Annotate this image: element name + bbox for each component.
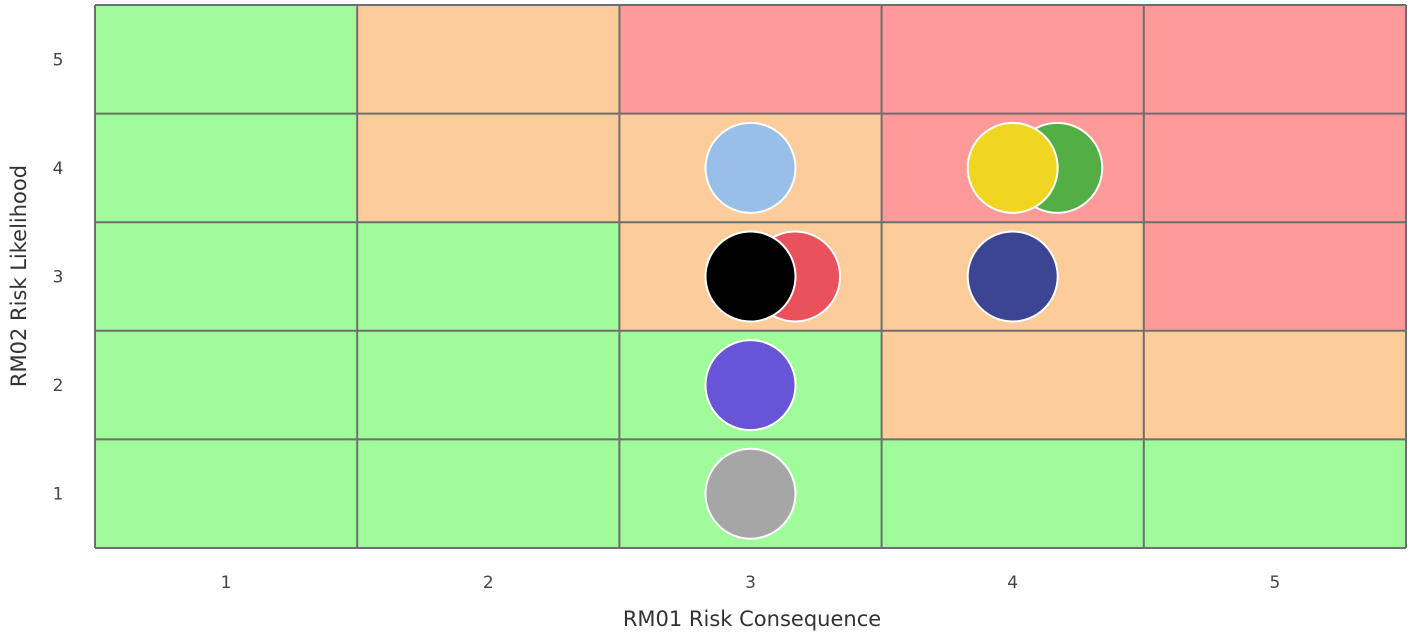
y-tick-label: 3 [53, 268, 64, 288]
x-tick-label: 4 [1007, 573, 1018, 593]
risk-cell-medium [357, 113, 620, 223]
x-axis-label: RM01 Risk Consequence [623, 607, 881, 631]
risk-cell-low [881, 439, 1144, 548]
risk-cell-high [1143, 113, 1406, 223]
risk-cell-high [1143, 222, 1406, 331]
risk-cell-low [95, 5, 358, 114]
risk-point[interactable] [704, 121, 797, 214]
risk-cell-medium [1143, 330, 1406, 440]
risk-point[interactable] [966, 230, 1059, 323]
y-tick-label: 2 [53, 376, 64, 396]
risk-cell-low [357, 222, 620, 331]
y-tick-label: 5 [53, 50, 64, 70]
risk-cell-low [95, 113, 358, 223]
risk-cell-low [95, 222, 358, 331]
risk-cell-low [95, 439, 358, 548]
risk-cell-high [881, 5, 1144, 114]
risk-point[interactable] [704, 230, 797, 323]
risk-point[interactable] [704, 339, 797, 432]
y-axis-ticks: 1 2 3 4 5 [53, 50, 64, 504]
risk-points [704, 121, 1104, 540]
grid-lines [94, 4, 1407, 549]
risk-cell-low [357, 330, 620, 440]
risk-cell-medium [357, 5, 620, 114]
risk-cell-low [357, 439, 620, 548]
y-axis-label: RM02 Risk Likelihood [7, 165, 31, 387]
risk-cell-high [619, 5, 882, 114]
risk-cell-low [1143, 439, 1406, 548]
y-tick-label: 4 [53, 159, 64, 179]
x-tick-label: 5 [1269, 573, 1280, 593]
risk-cell-high [1143, 5, 1406, 114]
risk-point[interactable] [704, 447, 797, 540]
x-tick-label: 2 [483, 573, 494, 593]
x-tick-label: 1 [221, 573, 232, 593]
x-axis-ticks: 1 2 3 4 5 [221, 573, 1281, 593]
risk-cell-low [95, 330, 358, 440]
risk-point[interactable] [966, 121, 1059, 214]
x-tick-label: 3 [745, 573, 756, 593]
y-tick-label: 1 [53, 485, 64, 505]
risk-cell-medium [881, 330, 1144, 440]
